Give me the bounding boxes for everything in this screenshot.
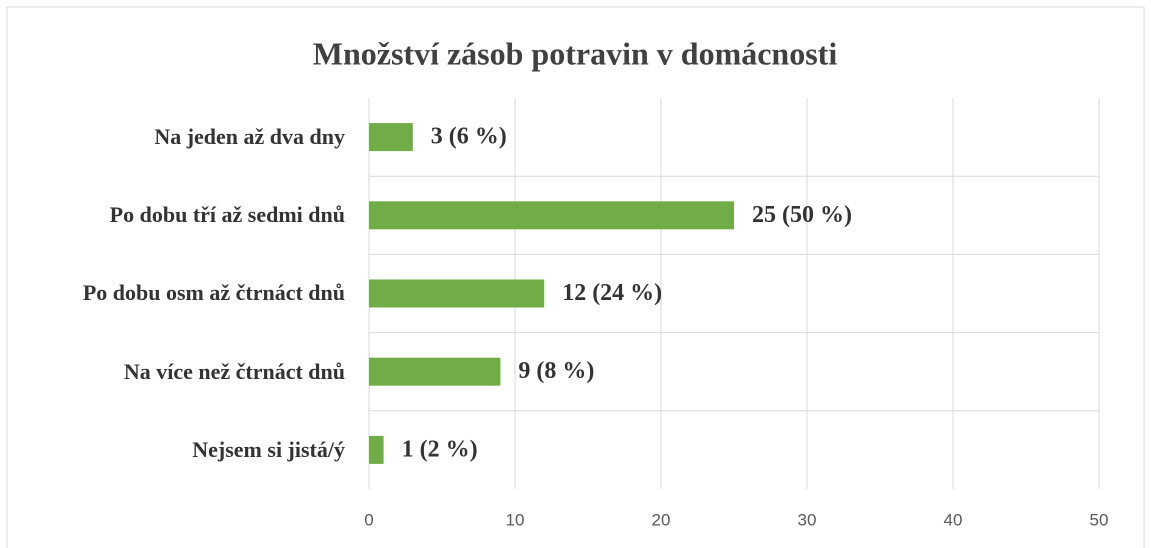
data-label: 1 (2 %) xyxy=(402,436,478,462)
x-tick-label: 0 xyxy=(364,510,373,529)
x-tick-label: 50 xyxy=(1090,510,1109,529)
data-label: 9 (8 %) xyxy=(518,358,594,384)
x-tick-label: 20 xyxy=(652,510,671,529)
chart-border xyxy=(6,6,1145,548)
y-tick-label: Na jeden až dva dny xyxy=(154,124,345,149)
y-tick-label-box: Po dobu osm až čtrnáct dnů xyxy=(25,254,345,332)
x-tick-label: 30 xyxy=(798,510,817,529)
data-label: 25 (50 %) xyxy=(752,202,852,228)
y-tick-label-box: Nejsem si jistá/ý xyxy=(25,411,345,489)
bar xyxy=(369,123,413,152)
chart-title: Množství zásob potravin v domácnosti xyxy=(313,35,838,71)
bar xyxy=(369,435,384,464)
x-tick-label: 40 xyxy=(944,510,963,529)
y-tick-label: Po dobu tří až sedmi dnů xyxy=(109,202,345,228)
data-label: 3 (6 %) xyxy=(431,124,507,150)
bar xyxy=(369,201,734,230)
bar xyxy=(369,279,545,308)
y-tick-label: Nejsem si jistá/ý xyxy=(192,436,345,462)
y-tick-label: Po dobu osm až čtrnáct dnů xyxy=(82,280,345,306)
bar xyxy=(369,357,501,386)
data-label: 12 (24 %) xyxy=(562,280,662,306)
y-tick-label-box: Na více než čtrnáct dnů xyxy=(25,333,345,411)
x-tick-label: 10 xyxy=(506,510,525,529)
y-tick-label-box: Po dobu tří až sedmi dnů xyxy=(25,176,345,254)
y-tick-label-box: Na jeden až dva dny xyxy=(25,98,345,176)
y-tick-label: Na více než čtrnáct dnů xyxy=(123,358,345,384)
